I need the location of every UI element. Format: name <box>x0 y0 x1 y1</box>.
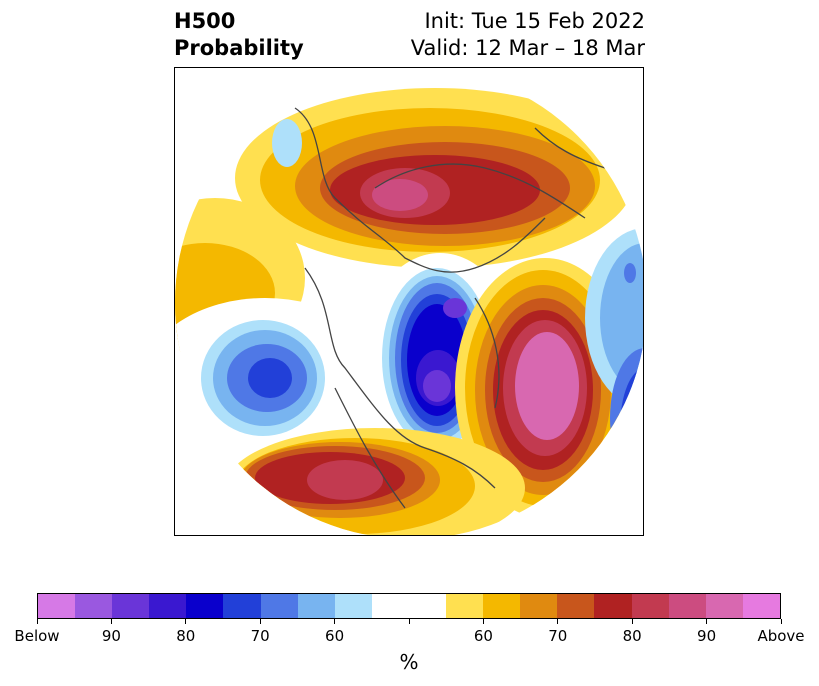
colorbar-cell <box>149 594 187 618</box>
colorbar-tick <box>706 619 708 624</box>
valid-range: Valid: 12 Mar – 18 Mar <box>410 36 645 60</box>
map-dates: Init: Tue 15 Feb 2022 Valid: 12 Mar – 18… <box>411 8 645 62</box>
colorbar-tick <box>185 619 187 624</box>
colorbar-tick <box>259 619 261 624</box>
colorbar-cell <box>408 594 447 618</box>
colorbar-cell <box>186 594 224 618</box>
map-title: H500 Probability <box>174 8 304 62</box>
colorbar-cell <box>594 594 632 618</box>
colorbar-tick <box>334 619 336 624</box>
colorbar-tick-label: Below <box>14 627 60 645</box>
colorbar-cell <box>446 594 484 618</box>
colorbar-cell <box>705 594 743 618</box>
colorbar-cell <box>112 594 150 618</box>
title-line-field: Probability <box>174 36 304 60</box>
colorbar-tick-label: 90 <box>101 627 121 645</box>
colorbar-tick <box>408 619 410 624</box>
pacific-negative-anomaly <box>175 298 385 458</box>
eurasia-positive-anomaly <box>235 88 635 268</box>
colorbar-tick <box>110 619 112 624</box>
init-date: Init: Tue 15 Feb 2022 <box>424 9 645 33</box>
colorbar-cell <box>483 594 521 618</box>
colorbar-cell <box>75 594 113 618</box>
probability-map <box>174 67 644 536</box>
title-line-variable: H500 <box>174 9 236 33</box>
colorbar-unit: % <box>399 650 419 674</box>
colorbar-cell <box>38 594 76 618</box>
coastlines <box>294 107 606 509</box>
map-svg <box>175 68 643 535</box>
colorbar-tick <box>631 619 633 624</box>
colorbar-tick-label: 60 <box>473 627 493 645</box>
colorbar-tick-label: 70 <box>250 627 270 645</box>
colorbar-tick-label: 90 <box>697 627 717 645</box>
colorbar-cell <box>334 594 372 618</box>
colorbar-cell <box>631 594 669 618</box>
colorbar-tick <box>482 619 484 624</box>
colorbar-cell <box>520 594 558 618</box>
colorbar-cell <box>742 594 780 618</box>
colorbar-tick <box>780 619 782 624</box>
probability-colorbar <box>37 593 781 619</box>
colorbar-tick-label: 80 <box>622 627 642 645</box>
colorbar-cell <box>371 594 409 618</box>
colorbar-cell <box>260 594 298 618</box>
colorbar-tick-label: 60 <box>325 627 345 645</box>
colorbar-tick <box>557 619 559 624</box>
colorbar-cell <box>297 594 335 618</box>
colorbar-tick <box>36 619 38 624</box>
colorbar-cell <box>557 594 595 618</box>
colorbar-cell <box>668 594 706 618</box>
colorbar-tick-label: 80 <box>176 627 196 645</box>
colorbar-tick-label: 70 <box>548 627 568 645</box>
small-blue-patch <box>272 119 302 167</box>
colorbar-tick-label: Above <box>757 627 805 645</box>
colorbar-cell <box>223 594 261 618</box>
